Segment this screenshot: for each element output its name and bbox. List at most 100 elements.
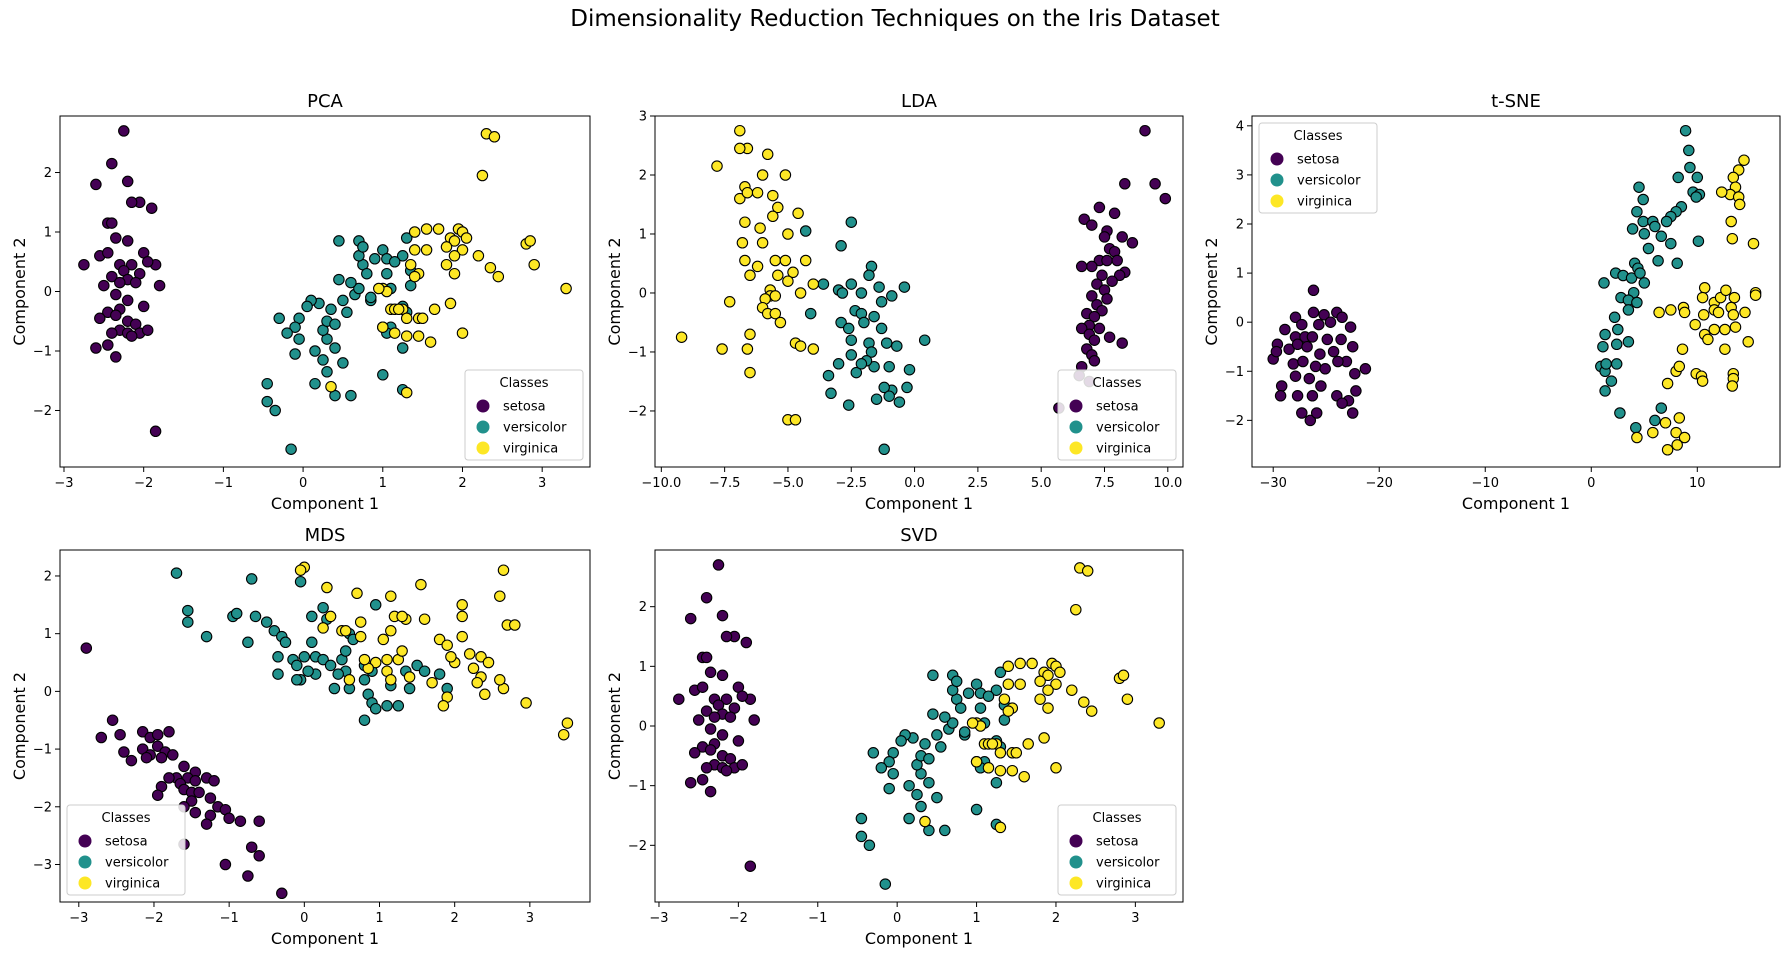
point-setosa-43 [245,841,258,853]
point-versicolor-27 [931,729,943,741]
point-versicolor-36 [369,253,381,265]
point-versicolor-24 [883,782,895,795]
point-setosa-8 [145,202,158,214]
point-versicolor-22 [883,756,895,768]
point-versicolor-31 [850,366,863,379]
point-virginica-41 [388,327,401,339]
point-versicolor-51 [1630,421,1642,434]
point-virginica-27 [1153,717,1165,729]
point-virginica-46 [437,700,450,712]
point-virginica-43 [716,343,728,355]
point-virginica-3 [420,223,433,235]
point-virginica-33 [1742,336,1754,348]
point-versicolor-1 [863,839,876,852]
y-tick-label: 2 [639,168,647,183]
point-versicolor-19 [842,322,855,335]
point-virginica-13 [1002,678,1015,690]
point-virginica-20 [1042,702,1054,714]
point-setosa-10 [1098,231,1111,243]
point-setosa-41 [253,815,265,827]
point-setosa-3 [1159,192,1172,205]
point-setosa-29 [137,300,150,313]
y-tick-label: 0 [639,720,647,735]
legend-label-virginica: virginica [105,877,160,892]
point-setosa-3 [1318,309,1330,321]
point-setosa-13 [155,751,168,764]
x-tick-label: 0.0 [904,476,925,491]
point-setosa-4 [1093,201,1106,214]
point-setosa-39 [1350,385,1362,397]
point-setosa-7 [151,728,164,741]
point-versicolor-1 [182,604,194,617]
point-virginica-45 [994,821,1007,834]
point-versicolor-24 [880,337,893,349]
point-virginica-12 [1696,291,1709,304]
point-virginica-20 [739,254,751,267]
point-versicolor-32 [381,700,393,712]
point-virginica-19 [1697,309,1710,321]
point-versicolor-20 [301,300,313,313]
y-tick-label: −1 [33,743,52,758]
point-virginica-6 [1026,657,1038,670]
x-tick-label: 7.5 [1094,476,1115,491]
point-virginica-23 [751,260,764,273]
point-virginica-51 [354,630,367,643]
point-versicolor-9 [863,269,875,282]
x-tick-label: −7.5 [709,476,741,491]
legend-box [464,369,584,461]
point-virginica-0 [1738,154,1750,166]
legend-label-versicolor: versicolor [105,856,169,871]
point-setosa-8 [740,636,753,649]
point-virginica-42 [1673,360,1686,373]
y-tick-label: 0 [44,285,52,300]
point-virginica-2 [294,564,307,576]
point-virginica-44 [1050,762,1062,774]
point-virginica-10 [1054,666,1066,679]
point-virginica-46 [919,815,931,828]
point-virginica-14 [494,590,506,602]
point-versicolor-11 [329,342,341,354]
y-tick-label: 2 [44,166,52,181]
point-virginica-21 [445,651,457,663]
point-virginica-2 [1727,171,1740,184]
point-virginica-31 [1719,323,1731,336]
chart-title: LDA [901,91,938,112]
legend-marker-versicolor [476,420,490,434]
point-versicolor-1 [845,216,858,228]
point-virginica-22 [463,648,476,660]
point-versicolor-11 [923,776,935,789]
point-virginica-26 [787,266,799,279]
point-setosa-25 [748,714,760,726]
y-tick-label: −1 [628,345,647,360]
point-versicolor-45 [855,358,868,370]
point-versicolor-6 [245,573,258,585]
point-virginica-16 [754,222,766,234]
point-virginica-23 [467,662,480,675]
point-virginica-18 [433,633,446,646]
point-virginica-18 [1749,289,1762,301]
point-setosa-18 [1075,260,1088,273]
point-setosa-39 [1088,355,1101,367]
point-virginica-8 [1725,215,1737,228]
point-versicolor-1 [269,404,281,417]
point-setosa-6 [1086,219,1098,231]
point-virginica-34 [794,287,807,299]
point-virginica-43 [339,625,352,637]
point-versicolor-35 [954,702,967,714]
point-setosa-32 [704,744,717,756]
point-versicolor-46 [272,668,284,680]
point-versicolor-50 [317,601,329,614]
legend-marker-versicolor [1270,173,1284,187]
point-versicolor-2 [855,830,868,843]
point-setosa-1 [106,157,118,170]
point-versicolor-29 [1625,272,1638,284]
point-setosa-34 [204,792,217,804]
legend-marker-virginica [78,876,92,890]
point-virginica-6 [1733,198,1746,211]
point-versicolor-20 [895,735,907,747]
y-tick-label: 3 [639,110,647,125]
axes-frame [654,115,1184,468]
point-virginica-39 [424,336,437,348]
point-setosa-15 [167,749,179,761]
y-tick-label: 2 [44,569,52,584]
